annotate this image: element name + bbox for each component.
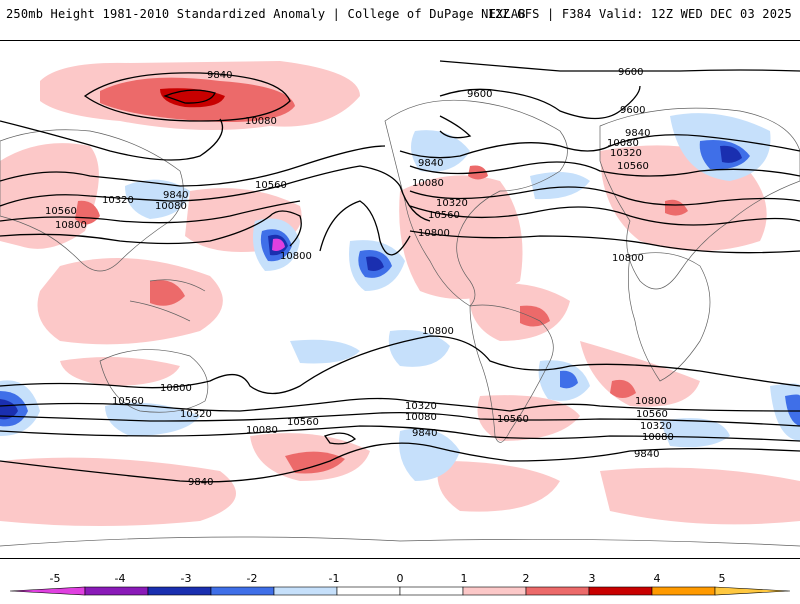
contour-label: 10560 <box>287 417 319 428</box>
colorbar-tick: 2 <box>523 572 530 585</box>
contour-label: 9840 <box>207 70 232 81</box>
colorbar-tick: -5 <box>50 572 61 585</box>
contour-label: 10800 <box>635 396 667 407</box>
contour-label: 10320 <box>640 421 672 432</box>
contour-label: 9840 <box>625 128 650 139</box>
map-panel: 9840 10080 9600 9600 9600 9840 10080 103… <box>0 40 800 559</box>
contour-label: 10560 <box>497 414 529 425</box>
contour-label: 10080 <box>245 116 277 127</box>
colorbar-swatch <box>210 586 275 596</box>
colorbar-swatch <box>714 586 791 596</box>
contour-label: 10560 <box>112 396 144 407</box>
colorbar-swatch <box>588 586 653 596</box>
contour-label: 9600 <box>618 67 643 78</box>
colorbar-tick-labels: -5 -4 -3 -2 -1 0 1 2 3 4 5 <box>50 572 726 585</box>
contour-label: 10320 <box>610 148 642 159</box>
colorbar-tick: -3 <box>181 572 192 585</box>
contour-label: 10320 <box>102 195 134 206</box>
colorbar-tick: -1 <box>329 572 340 585</box>
colorbar-tick: -2 <box>247 572 258 585</box>
contour-label: 10320 <box>180 409 212 420</box>
contour-label: 10320 <box>436 198 468 209</box>
contour-label: 10800 <box>612 253 644 264</box>
contour-label: 10800 <box>55 220 87 231</box>
contour-label: 10560 <box>255 180 287 191</box>
continent-outlines <box>0 99 800 547</box>
contour-label: 9840 <box>163 190 188 201</box>
contour-label: 9840 <box>634 449 659 460</box>
colorbar-swatch <box>462 586 527 596</box>
colorbar-tick: 1 <box>461 572 468 585</box>
contour-label: 10560 <box>45 206 77 217</box>
colorbar: -5 -4 -3 -2 -1 0 1 2 3 4 5 <box>0 570 800 600</box>
colorbar-swatches <box>9 586 791 596</box>
colorbar-graphic: -5 -4 -3 -2 -1 0 1 2 3 4 5 <box>9 572 791 596</box>
anomaly-map: 9840 10080 9600 9600 9600 9840 10080 103… <box>0 60 800 547</box>
contour-label: 9840 <box>418 158 443 169</box>
contour-label: 9600 <box>467 89 492 100</box>
colorbar-tick: 4 <box>654 572 661 585</box>
colorbar-tick: -4 <box>115 572 126 585</box>
colorbar-swatch <box>84 586 149 596</box>
contour-label: 10560 <box>636 409 668 420</box>
colorbar-tick: 0 <box>397 572 404 585</box>
colorbar-tick: 5 <box>719 572 726 585</box>
contour-label: 10080 <box>642 432 674 443</box>
model-run-info: 12Z GFS | F384 Valid: 12Z WED DEC 03 202… <box>487 7 792 21</box>
colorbar-swatch <box>651 586 716 596</box>
contour-label: 10560 <box>428 210 460 221</box>
contour-label: 9840 <box>188 477 213 488</box>
colorbar-tick: 3 <box>589 572 596 585</box>
contour-label: 10800 <box>280 251 312 262</box>
contour-label: 10800 <box>418 228 450 239</box>
colorbar-swatch <box>525 586 590 596</box>
contour-label: 10080 <box>607 138 639 149</box>
contour-label: 10080 <box>155 201 187 212</box>
contour-label: 10800 <box>422 326 454 337</box>
negative-anomaly-areas <box>0 113 800 481</box>
colorbar-swatch <box>336 586 401 596</box>
contour-label: 10320 <box>405 401 437 412</box>
colorbar-swatch <box>147 586 212 596</box>
contour-label: 10560 <box>617 161 649 172</box>
contour-label: 10080 <box>405 412 437 423</box>
contour-label: 10080 <box>246 425 278 436</box>
contour-labels: 9840 10080 9600 9600 9600 9840 10080 103… <box>45 67 674 488</box>
colorbar-swatch <box>273 586 338 596</box>
map-title: 250mb Height 1981-2010 Standardized Anom… <box>6 7 526 21</box>
height-contours <box>0 60 800 483</box>
contour-label: 9600 <box>620 105 645 116</box>
colorbar-swatch <box>9 586 86 596</box>
contour-label: 10080 <box>412 178 444 189</box>
colorbar-swatch <box>399 586 464 596</box>
contour-label: 9840 <box>412 428 437 439</box>
contour-label: 10800 <box>160 383 192 394</box>
